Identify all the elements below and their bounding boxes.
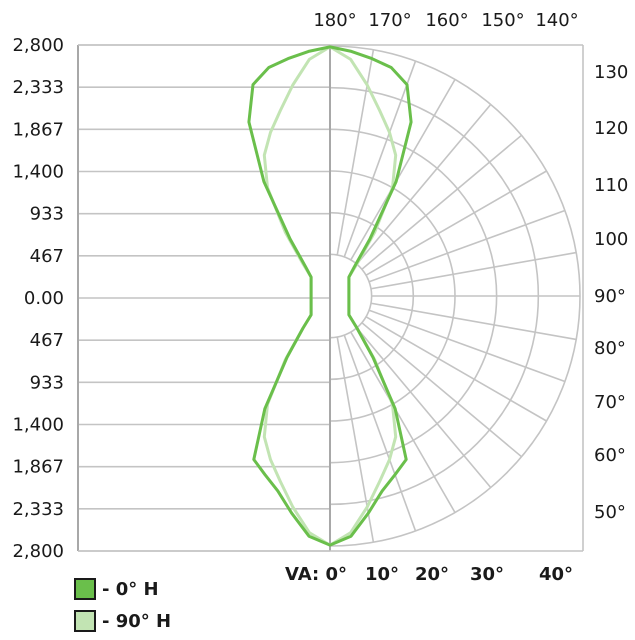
grid-radial <box>343 334 417 532</box>
top-angle-label: 150° <box>481 10 524 31</box>
right-angle-label: 130 <box>594 62 628 83</box>
right-angle-label: 80° <box>594 338 626 359</box>
legend-swatch-90h <box>74 610 96 632</box>
grid-radial <box>361 322 523 458</box>
right-angle-label: 50° <box>594 502 626 523</box>
plot-frame <box>77 44 584 552</box>
left-axis-label: 1,400 <box>12 415 64 436</box>
left-axis-label: 2,333 <box>12 77 64 98</box>
grid-radial <box>365 316 547 422</box>
right-angle-label: 120 <box>594 118 628 139</box>
grid-radial <box>368 309 566 383</box>
grid-radial <box>356 103 492 265</box>
right-angle-label: 110 <box>594 175 628 196</box>
bottom-angle-label: 30° <box>470 564 504 585</box>
bottom-angle-label: 20° <box>415 564 449 585</box>
intensity-curves <box>247 45 413 547</box>
legend-label-90h: - 90° H <box>102 610 172 632</box>
left-axis-label: 467 <box>30 246 64 267</box>
grid-radial <box>370 302 577 341</box>
left-axis-label: 933 <box>30 372 64 393</box>
grid-radial <box>343 60 417 258</box>
grid-radial <box>350 79 456 261</box>
right-angle-label: 100 <box>594 229 628 250</box>
left-axis-label: 467 <box>30 330 64 351</box>
grid-radial <box>365 170 547 276</box>
curve-0h <box>247 45 413 547</box>
left-axis-label: 0.00 <box>24 288 64 309</box>
left-axis-label: 1,400 <box>12 162 64 183</box>
grid-circle <box>329 253 373 339</box>
grid-radial <box>356 327 492 489</box>
left-axis-label: 2,800 <box>12 541 64 562</box>
bottom-angle-label: VA: 0° <box>285 564 347 585</box>
top-angle-label: 160° <box>425 10 468 31</box>
legend-swatch-0h <box>74 578 96 600</box>
left-axis-label: 2,333 <box>12 499 64 520</box>
grid-radial <box>368 209 566 283</box>
legend-label-0h: - 0° H <box>102 578 159 600</box>
bottom-angle-label: 40° <box>539 564 573 585</box>
left-axis-label: 1,867 <box>12 457 64 478</box>
left-axis-label: 1,867 <box>12 119 64 140</box>
right-angle-label: 90° <box>594 286 626 307</box>
grid-radial <box>350 331 456 513</box>
legend-item-90h: - 90° H <box>74 610 171 632</box>
left-axis-label: 2,800 <box>12 35 64 56</box>
right-angle-label: 70° <box>594 392 626 413</box>
top-angle-label: 140° <box>535 10 578 31</box>
top-angle-label: 180° <box>313 10 356 31</box>
grid-radial <box>370 251 577 290</box>
grid-radial <box>361 134 523 270</box>
left-axis-label: 933 <box>30 204 64 225</box>
legend-item-0h: - 0° H <box>74 578 159 600</box>
bottom-angle-label: 10° <box>365 564 399 585</box>
top-angle-label: 170° <box>368 10 411 31</box>
axis-labels: 2,800 2,333 1,867 1,400 933 467 0.00 467 933 1,40… <box>12 10 628 585</box>
right-angle-label: 60° <box>594 445 626 466</box>
